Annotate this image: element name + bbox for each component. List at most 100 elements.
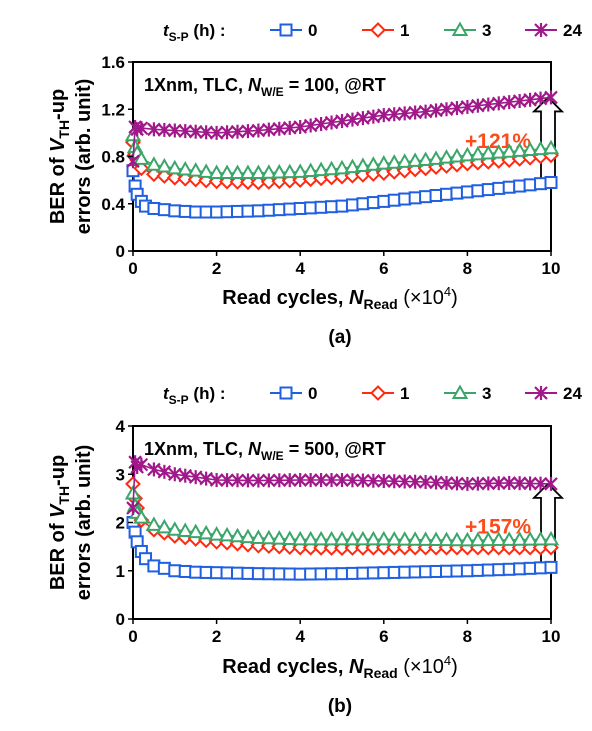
data-point — [542, 139, 560, 155]
x-tick-label: 8 — [463, 627, 472, 646]
data-point — [250, 529, 267, 544]
data-point — [406, 152, 424, 167]
legend-label: 0 — [308, 21, 317, 40]
data-point — [471, 184, 485, 198]
x-tick-label: 0 — [128, 627, 137, 646]
data-point — [314, 200, 328, 214]
x-axis-title-text: Read cycles, NRead (×104) — [222, 284, 458, 312]
legend: tS-P (h) : 0 1 3 24 — [163, 384, 582, 407]
data-point — [438, 149, 455, 164]
data-point — [166, 521, 184, 536]
data-point — [178, 564, 192, 578]
data-point — [386, 530, 403, 546]
data-point — [208, 526, 225, 541]
data-point — [523, 561, 537, 575]
data-point — [262, 122, 276, 137]
legend-entry: 1 — [362, 21, 409, 40]
data-point — [147, 462, 161, 477]
y-tick-label: 1 — [116, 562, 125, 581]
data-point — [333, 159, 351, 175]
chart-annotation: 1Xnm, TLC, NW/E = 500, @RT — [144, 439, 386, 463]
arrow-shape — [531, 482, 565, 569]
legend-marker — [370, 385, 386, 401]
data-point — [532, 140, 549, 156]
data-point — [241, 473, 255, 488]
data-point — [396, 531, 413, 546]
data-point — [187, 162, 204, 177]
data-point — [481, 563, 495, 577]
y-tick-label: 0.4 — [101, 195, 125, 214]
data-point — [177, 160, 194, 176]
data-point — [187, 523, 204, 539]
data-point — [210, 566, 224, 580]
data-point — [335, 567, 349, 581]
data-point — [283, 567, 297, 581]
data-point — [271, 163, 288, 179]
data-point — [377, 194, 391, 208]
data-point — [209, 473, 224, 488]
x-axis-title: Read cycles, NRead (×104) — [222, 284, 458, 312]
legend-entry: 24 — [525, 21, 582, 40]
data-point — [262, 567, 276, 581]
y-ticks: 0 1 2 3 4 — [116, 417, 133, 629]
data-point — [469, 145, 487, 161]
data-point — [366, 566, 380, 580]
data-point — [408, 565, 422, 579]
data-point — [312, 161, 330, 177]
data-point — [157, 561, 171, 575]
series-3 — [124, 485, 560, 547]
legend-marker — [534, 386, 548, 400]
data-point — [490, 531, 507, 546]
data-point — [218, 164, 236, 180]
data-point — [133, 509, 150, 524]
data-point — [168, 204, 182, 218]
y-tick-label: 4 — [116, 417, 126, 436]
data-point — [387, 565, 401, 579]
data-point — [375, 530, 393, 546]
data-point — [440, 187, 453, 201]
data-point — [513, 179, 527, 193]
data-point — [220, 473, 234, 488]
data-point — [459, 146, 476, 162]
data-point — [534, 177, 548, 191]
legend-entry: 3 — [444, 384, 491, 403]
increase-arrow — [531, 96, 565, 184]
y-axis-title: BER of VTH-up errors (arb. unit) — [47, 445, 95, 601]
data-point — [481, 476, 496, 491]
data-point — [512, 476, 527, 491]
y-tick-label: 0.8 — [101, 148, 125, 167]
data-point — [406, 531, 424, 546]
data-point — [366, 473, 381, 488]
data-point — [513, 562, 527, 576]
x-tick-label: 6 — [379, 259, 388, 278]
data-point — [491, 476, 506, 491]
y-axis-title-line1: BER of VTH-up — [47, 455, 72, 590]
legend-label: 24 — [563, 384, 582, 403]
data-point — [220, 125, 234, 140]
data-point — [260, 529, 278, 545]
data-point — [281, 530, 298, 546]
data-point — [429, 475, 443, 490]
data-point — [304, 567, 318, 581]
data-point — [335, 199, 349, 213]
data-point — [177, 522, 194, 537]
data-point — [272, 121, 287, 136]
x-ticks: 0 2 4 6 8 10 — [128, 619, 560, 646]
annotation-text: 1Xnm, TLC, NW/E = 100, @RT — [144, 75, 386, 99]
annotation-text: 1Xnm, TLC, NW/E = 500, @RT — [144, 439, 386, 463]
data-point — [134, 121, 149, 136]
data-point — [139, 552, 153, 566]
data-point — [314, 473, 328, 488]
data-point — [490, 144, 507, 159]
data-point — [532, 530, 549, 546]
data-point — [220, 205, 234, 219]
data-point — [239, 164, 257, 180]
data-point — [345, 566, 359, 580]
y-tick-label: 3 — [116, 465, 125, 484]
x-tick-label: 0 — [128, 259, 137, 278]
panel-caption: (b) — [328, 696, 352, 717]
data-point — [427, 531, 445, 546]
data-point — [229, 164, 246, 180]
data-point — [283, 202, 297, 216]
data-point — [133, 150, 150, 165]
